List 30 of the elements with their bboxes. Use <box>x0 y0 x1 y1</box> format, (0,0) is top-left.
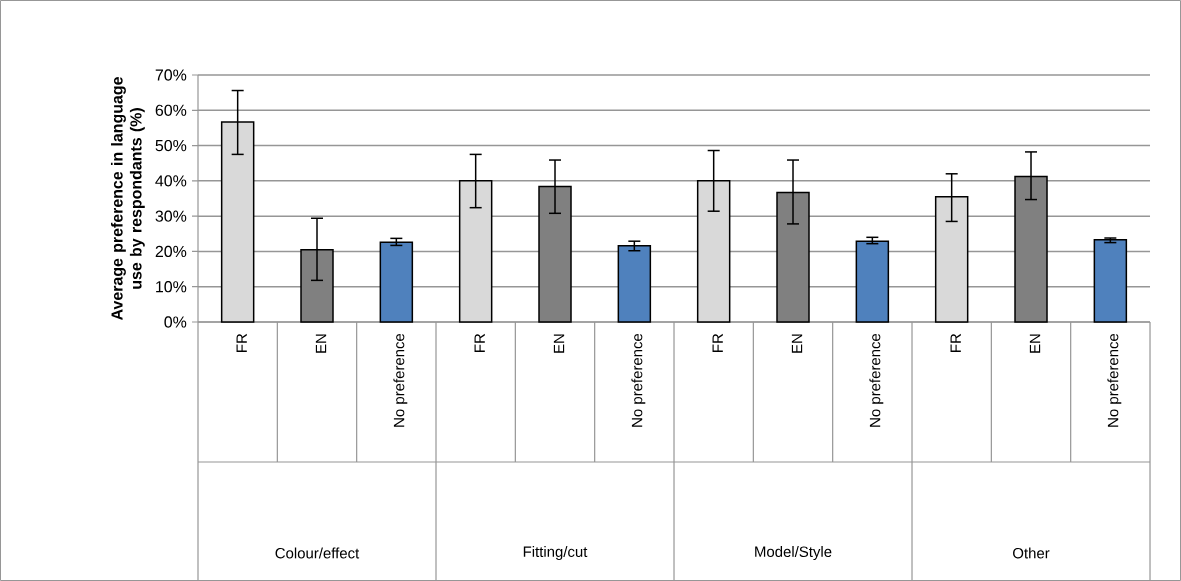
bar <box>379 241 414 323</box>
x-tick-label: EN <box>1029 334 1041 353</box>
bar <box>1093 239 1128 323</box>
y-tick-label: 60% <box>155 104 187 116</box>
x-tick-label: FR <box>712 333 723 352</box>
text: Fitting/cut <box>523 546 588 560</box>
y-tick-label: 20% <box>155 245 187 258</box>
bar <box>617 245 652 323</box>
text: Model/Style <box>755 546 832 560</box>
x-tick-label: EN <box>553 334 565 353</box>
y-tick-label: 30% <box>155 210 187 222</box>
y-tick-label: 70% <box>155 69 187 81</box>
y-tick-label: 10% <box>156 281 187 293</box>
bar <box>776 191 810 323</box>
bar <box>855 240 890 323</box>
x-tick-label: FR <box>950 333 961 352</box>
text: Colour/effect <box>275 547 360 559</box>
x-tick-label: FR <box>474 333 485 352</box>
y-tick-label: 0% <box>164 316 187 328</box>
x-tick-label: EN <box>791 334 803 353</box>
y-tick-label: 50% <box>155 139 187 152</box>
x-tick-label: EN <box>315 334 327 353</box>
text: Other <box>1013 547 1050 559</box>
x-tick-label: FR <box>236 333 247 352</box>
x-tick-label: No preference <box>869 333 884 427</box>
y-tick-label: 40% <box>155 175 187 187</box>
x-tick-label: No preference <box>1107 333 1122 427</box>
x-tick-label: No preference <box>393 333 408 427</box>
y-axis-title: Average preference in language use by respondants (%) <box>110 77 145 321</box>
x-tick-label: No preference <box>631 333 646 427</box>
